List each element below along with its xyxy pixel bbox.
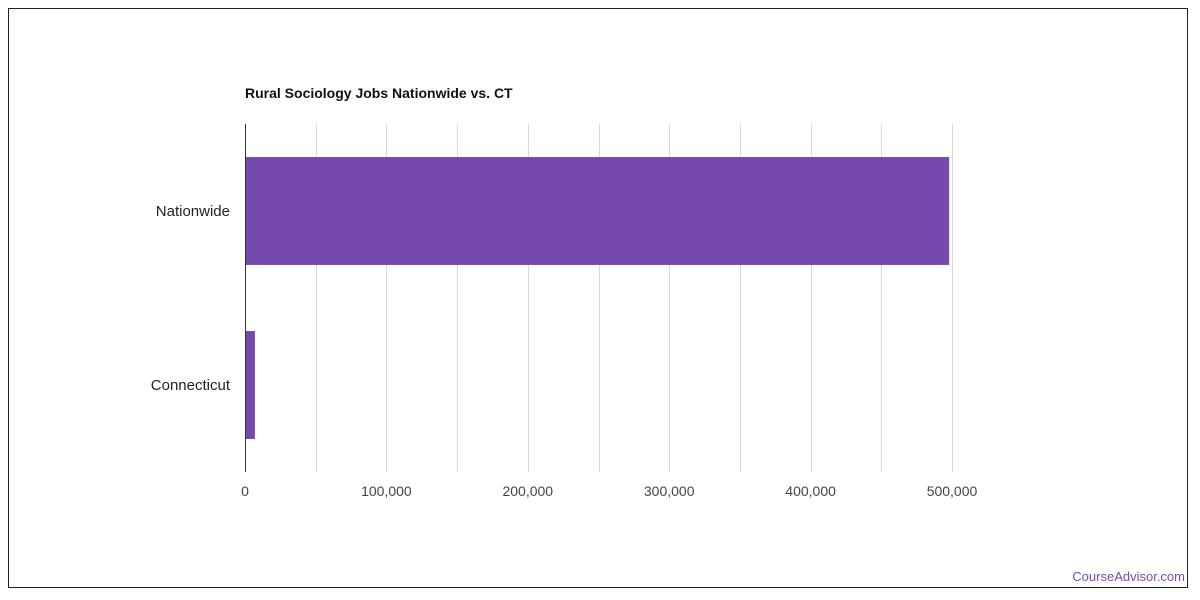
label-layer: Nationwide Connecticut 0 100,000 200,000 300,… bbox=[151, 203, 978, 499]
bar-nationwide bbox=[245, 157, 950, 265]
x-tick-label: 100,000 bbox=[361, 483, 412, 499]
chart-title: Rural Sociology Jobs Nationwide vs. CT bbox=[245, 85, 513, 101]
watermark-credit: CourseAdvisor.com bbox=[1072, 569, 1185, 584]
bar-layer bbox=[245, 157, 950, 439]
x-tick-label: 500,000 bbox=[927, 483, 978, 499]
category-label-connecticut: Connecticut bbox=[151, 377, 231, 394]
x-tick-label: 0 bbox=[241, 483, 249, 499]
category-label-nationwide: Nationwide bbox=[156, 203, 230, 220]
x-tick-label: 400,000 bbox=[785, 483, 836, 499]
x-tick-label: 300,000 bbox=[644, 483, 695, 499]
x-tick-label: 200,000 bbox=[502, 483, 553, 499]
bar-connecticut bbox=[245, 331, 255, 439]
chart-frame bbox=[8, 8, 1188, 588]
